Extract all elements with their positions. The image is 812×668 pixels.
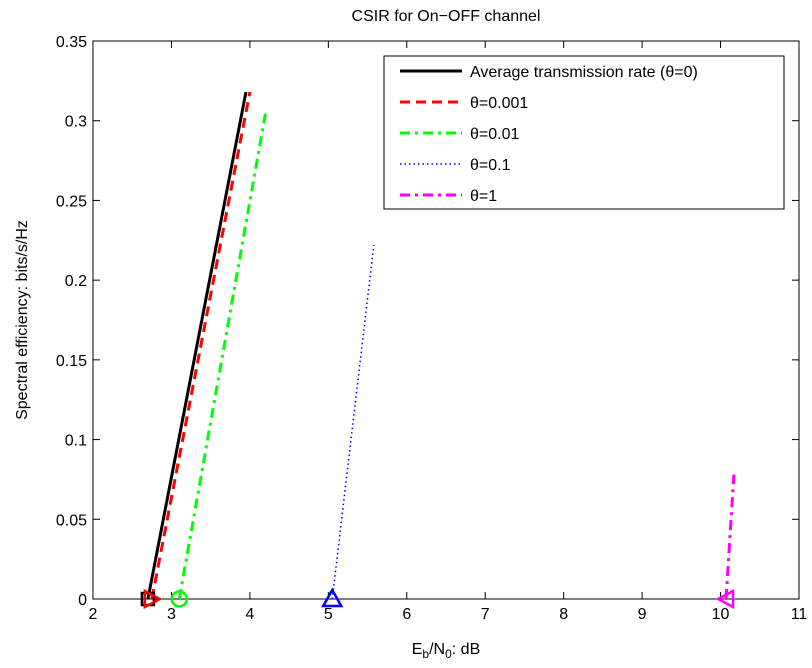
series-line-2 [177,112,268,600]
series-line-4 [724,474,736,600]
legend-label-0: Average transmission rate (θ=0) [470,64,698,81]
x-axis-label-mid: /N [429,641,445,658]
x-tick-label: 10 [712,606,730,623]
legend-label-4: θ=1 [470,188,497,205]
circle-marker [170,590,189,608]
y-tick-label: 0.15 [56,353,87,370]
triangle-left-marker [715,588,735,610]
x-tick-label: 11 [791,606,808,623]
series-line-0 [146,91,248,600]
y-tick-label: 0.3 [65,114,87,131]
y-axis-label: Spectral efficiency: bits/s/Hz [14,220,31,420]
triangle-up-marker [321,587,344,608]
series-lines [146,91,736,600]
legend-label-2: θ=0.01 [470,126,519,143]
x-axis-label: Eb/N0: dB [412,641,481,661]
legend: Average transmission rate (θ=0) θ=0.001 θ=… [383,55,785,210]
y-tick-label: 0.25 [56,193,87,210]
x-tick-label: 5 [324,606,333,623]
x-tick-label: 4 [245,606,254,623]
y-tick-label: 0.05 [56,512,87,529]
series-markers [140,587,735,610]
x-axis-label-tail: : dB [452,641,480,658]
x-tick-label: 7 [481,606,490,623]
y-tick-label: 0 [78,592,87,609]
x-tick-label: 8 [559,606,568,623]
x-axis-label-sub2: 0 [445,647,452,661]
series-line-1 [150,91,252,600]
x-tick-label: 3 [167,606,176,623]
chart-title: CSIR for On−OFF channel [352,8,541,25]
x-tick-label: 9 [638,606,647,623]
y-tick-label: 0.2 [65,273,87,290]
triangle-right-marker [143,588,163,610]
x-axis-label-main: E [412,641,423,658]
x-tick-label: 6 [402,606,411,623]
x-axis-label-sub1: b [422,647,429,661]
legend-label-3: θ=0.1 [470,157,511,174]
legend-label-1: θ=0.001 [470,95,528,112]
x-tick-label: 2 [89,606,98,623]
y-tick-label: 0.35 [56,34,87,51]
y-tick-label: 0.1 [65,433,87,450]
series-line-3 [331,244,375,600]
ticks: 2 3 4 5 6 7 8 9 10 11 0 0.05 0.1 0.15 0.2 0.25 0.3 0.35 [56,34,808,623]
